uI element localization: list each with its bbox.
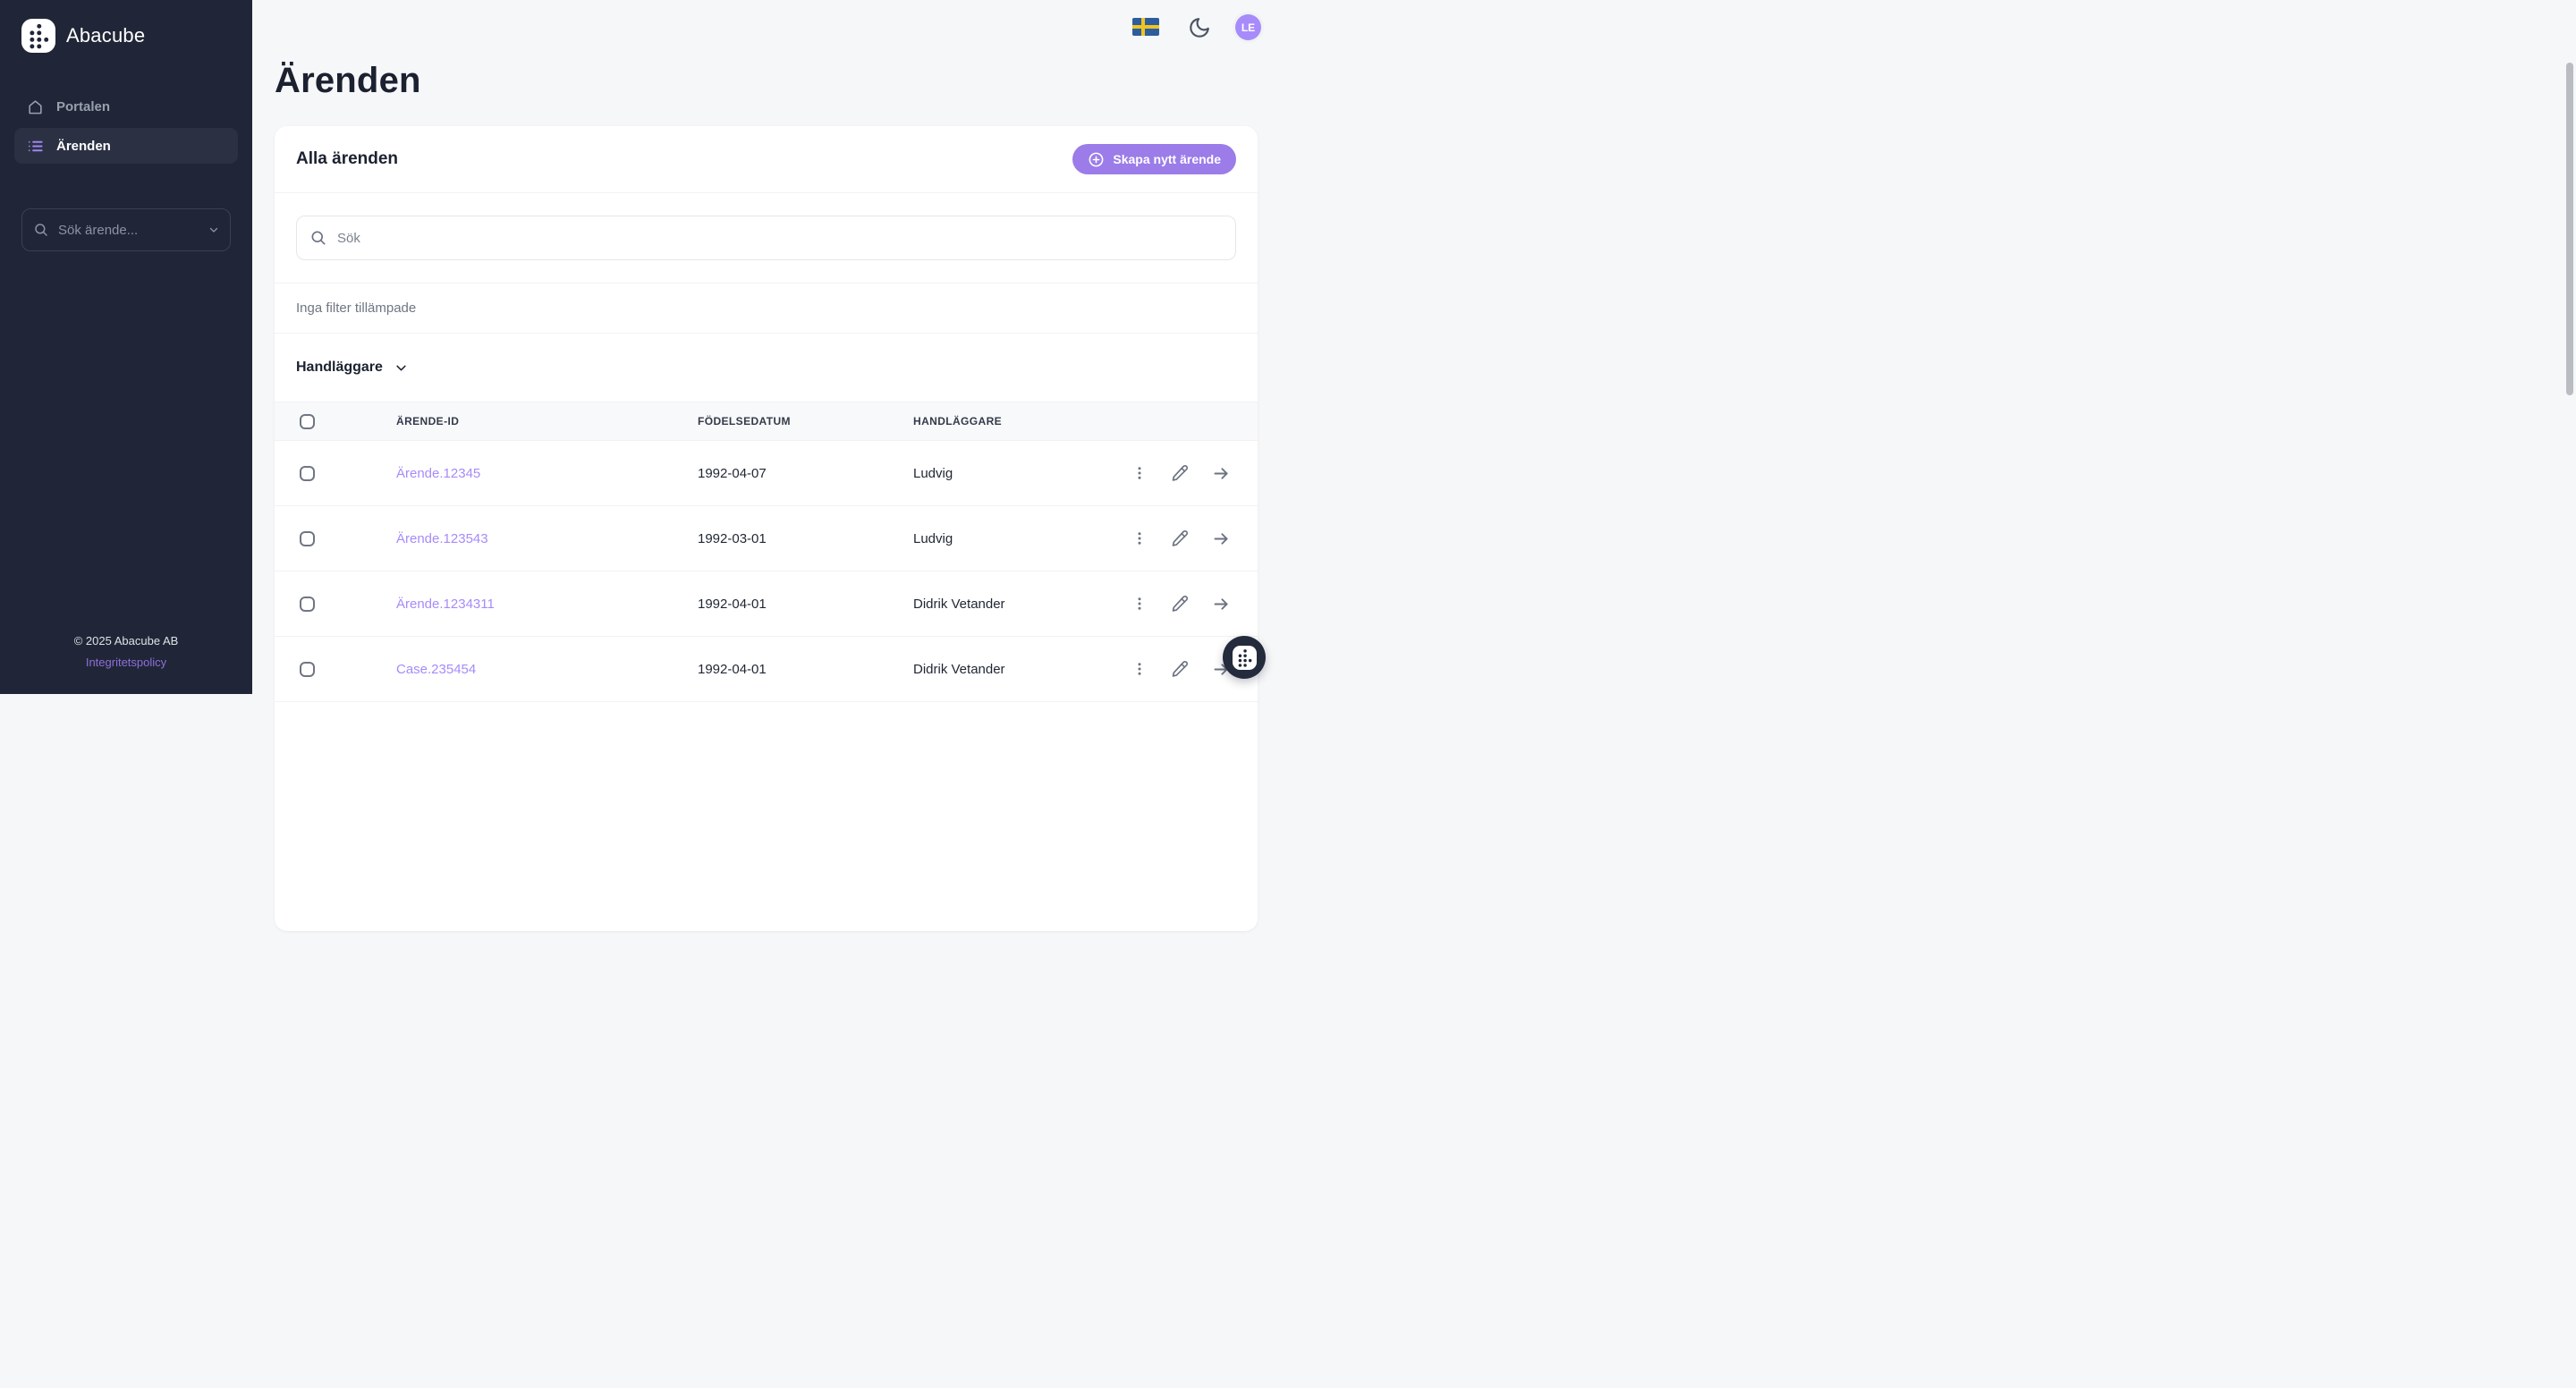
case-id-link[interactable]: Case.235454 — [396, 661, 477, 677]
kebab-menu-icon — [1138, 597, 1141, 610]
row-menu-button[interactable] — [1131, 530, 1148, 546]
chevron-down-icon — [394, 361, 408, 375]
table-search-input[interactable]: Sök — [296, 216, 1236, 260]
case-id-link[interactable]: Ärende.12345 — [396, 465, 481, 481]
row-open-button[interactable] — [1212, 595, 1231, 614]
kebab-menu-icon — [1138, 663, 1141, 675]
birthdate-cell: 1992-04-07 — [698, 465, 767, 481]
row-edit-button[interactable] — [1171, 529, 1189, 547]
column-header-fodelsedatum[interactable]: FÖDELSEDATUM — [698, 415, 791, 427]
table-row: Ärende.12345 1992-04-07 Ludvig — [275, 441, 1258, 506]
row-checkbox[interactable] — [300, 465, 315, 481]
assistant-fab-button[interactable] — [1223, 636, 1266, 679]
group-label: Handläggare — [296, 360, 383, 375]
arrow-right-icon — [1214, 597, 1228, 610]
row-menu-button[interactable] — [1131, 661, 1148, 677]
chevron-down-icon — [208, 224, 219, 235]
home-icon — [27, 98, 44, 115]
copyright-text: © 2025 Abacube AB — [73, 634, 179, 647]
birthdate-cell: 1992-03-01 — [698, 530, 767, 546]
search-icon — [309, 229, 327, 247]
filters-status-text: Inga filter tillämpade — [296, 300, 417, 316]
group-by-handler[interactable]: Handläggare — [275, 334, 1258, 402]
avatar[interactable]: LE — [1235, 14, 1261, 40]
abacube-logo-icon — [21, 19, 55, 53]
row-open-button[interactable] — [1212, 464, 1231, 483]
row-open-button[interactable] — [1212, 529, 1231, 548]
abacube-logo-icon — [1232, 645, 1257, 670]
list-icon — [27, 138, 44, 155]
sidebar-nav: Portalen Ärenden — [0, 89, 252, 164]
table-row: Case.235454 1992-04-01 Didrik Vetander — [275, 637, 1258, 702]
pencil-icon — [1172, 596, 1188, 612]
language-flag-sweden[interactable] — [1132, 18, 1159, 36]
handler-cell: Ludvig — [913, 465, 953, 481]
handler-cell: Ludvig — [913, 530, 953, 546]
row-edit-button[interactable] — [1171, 660, 1189, 678]
sidebar-item-label: Ärenden — [56, 138, 111, 154]
sidebar: Abacube Portalen Ärenden Sök ärende... ©… — [0, 0, 252, 694]
case-id-link[interactable]: Ärende.1234311 — [396, 596, 495, 612]
brand-name: Abacube — [66, 24, 146, 47]
pencil-icon — [1172, 661, 1188, 677]
kebab-menu-icon — [1138, 532, 1141, 545]
filters-status: Inga filter tillämpade — [275, 284, 1258, 334]
table-row: Ärende.123543 1992-03-01 Ludvig — [275, 506, 1258, 571]
sidebar-case-search[interactable]: Sök ärende... — [21, 208, 231, 251]
kebab-menu-icon — [1138, 467, 1141, 479]
row-menu-button[interactable] — [1131, 596, 1148, 612]
main-area: LE Ärenden Alla ärenden Skapa nytt ärend… — [252, 0, 1288, 931]
sidebar-item-arenden[interactable]: Ärenden — [14, 128, 238, 164]
table-body: Ärende.12345 1992-04-07 Ludvig Ärende.12… — [275, 441, 1258, 702]
page-title: Ärenden — [275, 61, 421, 100]
arrow-right-icon — [1214, 467, 1228, 479]
card-header: Alla ärenden Skapa nytt ärende — [275, 126, 1258, 193]
column-header-handlaggare[interactable]: HANDLÄGGARE — [913, 415, 1003, 427]
search-icon — [33, 222, 49, 238]
moon-icon[interactable] — [1188, 16, 1211, 39]
avatar-initials: LE — [1241, 21, 1256, 34]
handler-cell: Didrik Vetander — [913, 661, 1005, 677]
search-section: Sök — [275, 193, 1258, 284]
select-all-checkbox[interactable] — [300, 413, 315, 429]
row-checkbox[interactable] — [300, 661, 315, 677]
row-checkbox[interactable] — [300, 530, 315, 546]
handler-cell: Didrik Vetander — [913, 596, 1005, 612]
sidebar-item-portalen[interactable]: Portalen — [14, 89, 238, 124]
sidebar-item-label: Portalen — [56, 98, 111, 114]
plus-circle-icon — [1088, 151, 1105, 168]
pencil-icon — [1172, 530, 1188, 546]
row-menu-button[interactable] — [1131, 465, 1148, 481]
birthdate-cell: 1992-04-01 — [698, 596, 767, 612]
table-row: Ärende.1234311 1992-04-01 Didrik Vetande… — [275, 571, 1258, 637]
privacy-policy-link[interactable]: Integritetspolicy — [85, 656, 167, 669]
sidebar-search-placeholder: Sök ärende... — [58, 222, 139, 238]
birthdate-cell: 1992-04-01 — [698, 661, 767, 677]
create-case-label: Skapa nytt ärende — [1113, 152, 1221, 166]
pencil-icon — [1172, 465, 1188, 481]
row-edit-button[interactable] — [1171, 464, 1189, 482]
row-edit-button[interactable] — [1171, 595, 1189, 613]
create-case-button[interactable]: Skapa nytt ärende — [1072, 144, 1236, 174]
vertical-scrollbar[interactable] — [2566, 63, 2573, 395]
row-checkbox[interactable] — [300, 596, 315, 612]
table-header-row: ÄRENDE-ID FÖDELSEDATUM HANDLÄGGARE — [275, 402, 1258, 441]
arrow-right-icon — [1214, 532, 1228, 545]
topbar: LE — [252, 0, 1288, 54]
cases-card: Alla ärenden Skapa nytt ärende Sök Inga … — [275, 126, 1258, 931]
table-search-placeholder: Sök — [337, 230, 360, 246]
case-id-link[interactable]: Ärende.123543 — [396, 530, 488, 546]
card-title: Alla ärenden — [296, 149, 399, 168]
sidebar-footer: © 2025 Abacube AB Integritetspolicy — [0, 634, 252, 694]
brand: Abacube — [0, 0, 252, 53]
column-header-arende-id[interactable]: ÄRENDE-ID — [396, 415, 460, 427]
